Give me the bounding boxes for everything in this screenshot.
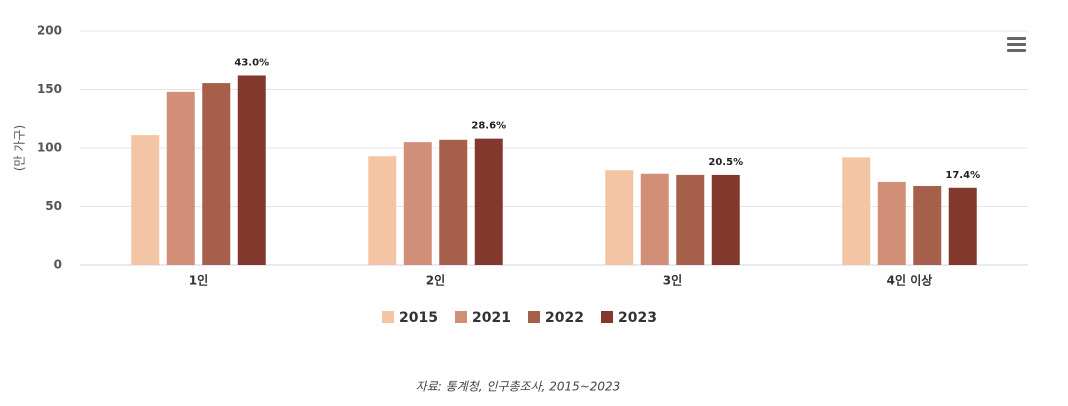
legend-swatch bbox=[528, 311, 540, 323]
menu-icon-bar bbox=[1007, 43, 1026, 46]
y-tick-label: 50 bbox=[45, 199, 62, 213]
bar bbox=[202, 83, 231, 265]
legend-label: 2021 bbox=[472, 310, 511, 326]
source-note: 자료: 통계청, 인구총조사, 2015~2023 bbox=[416, 380, 621, 394]
menu-icon-bar bbox=[1007, 37, 1026, 40]
bar bbox=[913, 186, 942, 265]
bar bbox=[403, 142, 432, 265]
bar bbox=[368, 156, 397, 265]
data-annotation: 17.4% bbox=[945, 170, 980, 181]
data-annotation: 28.6% bbox=[471, 121, 506, 132]
bar bbox=[877, 181, 906, 265]
y-tick-label: 200 bbox=[37, 24, 62, 38]
bar bbox=[131, 135, 160, 265]
bar bbox=[676, 174, 705, 265]
data-annotation: 20.5% bbox=[708, 157, 743, 168]
bar bbox=[474, 138, 503, 265]
y-axis-label: (만 가구) bbox=[13, 125, 27, 171]
menu-icon-bar bbox=[1007, 49, 1026, 52]
x-tick-label: 3인 bbox=[663, 273, 682, 288]
y-tick-label: 100 bbox=[37, 141, 62, 155]
bar bbox=[237, 75, 266, 266]
legend-swatch bbox=[455, 311, 467, 323]
bar bbox=[711, 174, 740, 265]
bar bbox=[948, 187, 977, 265]
legend-swatch bbox=[601, 311, 613, 323]
x-tick-label: 4인 이상 bbox=[887, 273, 933, 288]
bar bbox=[605, 170, 634, 265]
y-tick-label: 0 bbox=[54, 258, 62, 272]
y-tick-label: 150 bbox=[37, 82, 62, 96]
x-tick-label: 1인 bbox=[189, 273, 208, 288]
bar bbox=[439, 139, 468, 265]
bar bbox=[166, 91, 195, 265]
legend-swatch bbox=[382, 311, 394, 323]
bar bbox=[640, 173, 669, 265]
legend-label: 2015 bbox=[399, 310, 438, 326]
menu-button[interactable] bbox=[1004, 32, 1030, 56]
legend-label: 2022 bbox=[545, 310, 584, 326]
bar bbox=[842, 157, 871, 265]
legend-label: 2023 bbox=[618, 310, 657, 326]
x-tick-label: 2인 bbox=[426, 273, 445, 288]
data-annotation: 43.0% bbox=[234, 57, 269, 68]
